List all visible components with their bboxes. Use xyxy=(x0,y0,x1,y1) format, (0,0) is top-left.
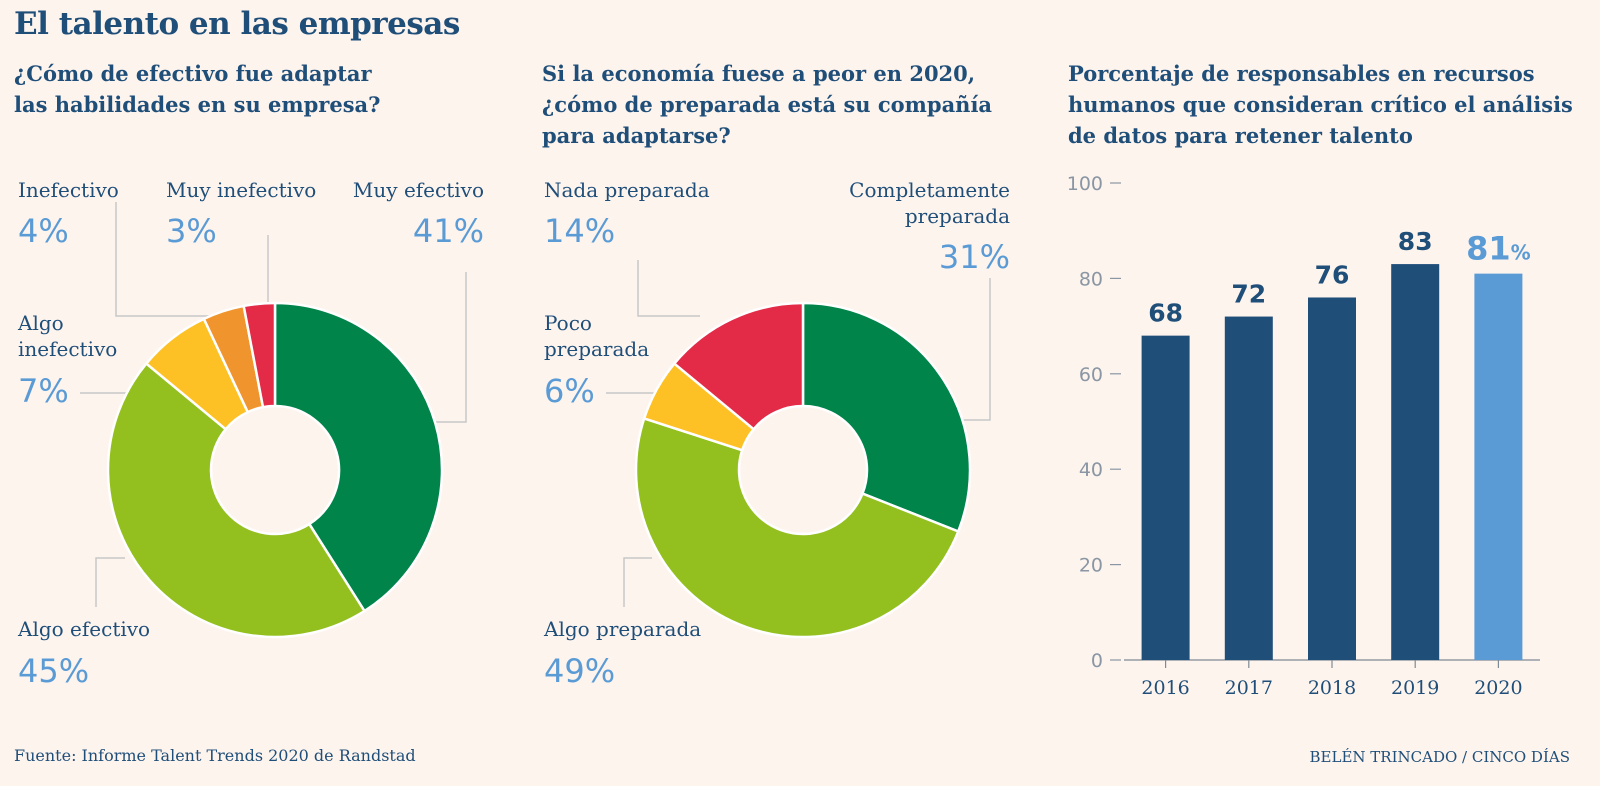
y-tick-label: 40 xyxy=(1079,459,1103,481)
bar-2016 xyxy=(1141,335,1190,660)
chart2-title-line: ¿cómo de preparada está su compañía xyxy=(542,92,993,117)
chart1-title-line: ¿Cómo de efectivo fue adaptar xyxy=(14,61,372,86)
chart1-title: ¿Cómo de efectivo fue adaptar las habili… xyxy=(14,58,380,120)
slice-muy-inefectivo xyxy=(242,301,277,409)
label-line: Algo xyxy=(18,311,64,335)
leader-completamente-preparada xyxy=(960,278,991,421)
donut-chart-1 xyxy=(106,301,444,639)
x-tick-label: 2016 xyxy=(1141,677,1189,699)
bar-value-label: 81% xyxy=(1466,230,1531,268)
leader-nada-preparada xyxy=(637,260,700,317)
pct-muy-inefectivo: 3% xyxy=(166,212,217,250)
bar-value-suffix: % xyxy=(1511,241,1531,265)
bar-value-label: 76 xyxy=(1315,260,1350,289)
pct-algo-inefectivo: 7% xyxy=(18,372,69,410)
label-algo-efectivo: Algo efectivo xyxy=(18,617,151,641)
bar-2018 xyxy=(1308,297,1356,660)
bar-value-label: 83 xyxy=(1398,227,1433,256)
label-nada-preparada: Nada preparada xyxy=(544,178,710,202)
chart3-title: Porcentaje de responsables en recursos h… xyxy=(1068,58,1573,151)
slice-algo-preparada xyxy=(634,416,960,639)
slice-completamente-preparada xyxy=(801,301,972,534)
leader-muy-efectivo xyxy=(432,272,467,423)
label-line: preparada xyxy=(544,337,650,361)
bar-chart: 0 20 40 60 80 100 2016 68 2017 72 2018 76 2019 83 2020… xyxy=(1067,173,1540,699)
slice-algo-efectivo xyxy=(106,361,367,639)
chart2-leader-lines xyxy=(606,260,991,607)
donut-chart-2 xyxy=(634,301,972,639)
x-tick-label: 2018 xyxy=(1308,677,1356,699)
leader-inefectivo xyxy=(115,202,220,317)
x-tick-label: 2020 xyxy=(1474,677,1522,699)
pct-muy-efectivo: 41% xyxy=(412,212,484,250)
y-tick-label: 60 xyxy=(1079,364,1103,386)
chart3-title-line: de datos para retener talento xyxy=(1068,123,1413,148)
pct-poco-preparada: 6% xyxy=(544,372,595,410)
slice-nada-preparada xyxy=(672,301,805,431)
label-completamente-preparada: Completamente preparada xyxy=(830,177,1010,229)
bar-2020 xyxy=(1474,273,1523,660)
label-algo-preparada: Algo preparada xyxy=(544,617,702,641)
x-tick-label: 2019 xyxy=(1391,677,1439,699)
label-poco-preparada: Poco preparada xyxy=(544,310,649,362)
page-title: El talento en las empresas xyxy=(14,6,460,42)
chart1-title-line: las habilidades en su empresa? xyxy=(14,92,381,117)
label-line: preparada xyxy=(904,204,1010,228)
chart3-title-line: Porcentaje de responsables en recursos xyxy=(1068,61,1535,86)
bar-2019 xyxy=(1391,264,1440,660)
pct-inefectivo: 4% xyxy=(18,212,69,250)
label-inefectivo: Inefectivo xyxy=(18,178,119,202)
label-muy-efectivo: Muy efectivo xyxy=(352,178,484,202)
chart2-title-line: para adaptarse? xyxy=(542,123,731,148)
y-tick-label: 20 xyxy=(1079,555,1103,577)
leader-algo-preparada xyxy=(623,557,652,607)
pct-completamente-preparada: 31% xyxy=(938,238,1010,276)
bar-value-label: 68 xyxy=(1148,299,1183,328)
label-line: Poco xyxy=(544,311,592,335)
label-muy-inefectivo: Muy inefectivo xyxy=(166,178,317,202)
y-tick-label: 80 xyxy=(1079,268,1103,290)
chart3-title-line: humanos que consideran crítico el anális… xyxy=(1068,92,1573,117)
bar-2017 xyxy=(1224,316,1273,660)
source-note: Fuente: Informe Talent Trends 2020 de Ra… xyxy=(14,746,416,765)
label-line: inefectivo xyxy=(18,337,118,361)
x-tick-label: 2017 xyxy=(1225,677,1273,699)
pct-algo-preparada: 49% xyxy=(544,652,616,690)
pct-algo-efectivo: 45% xyxy=(18,652,90,690)
label-line: Completamente xyxy=(849,178,1010,202)
label-algo-inefectivo: Algo inefectivo xyxy=(18,310,117,362)
y-tick-label: 0 xyxy=(1091,650,1103,672)
bar-value-label: 72 xyxy=(1231,280,1266,309)
y-tick-label: 100 xyxy=(1067,173,1103,195)
chart2-title-line: Si la economía fuese a peor en 2020, xyxy=(542,61,976,86)
leader-algo-efectivo xyxy=(95,557,125,607)
pct-nada-preparada: 14% xyxy=(544,212,616,250)
credit-note: BELÉN TRINCADO / CINCO DÍAS xyxy=(1309,748,1570,766)
chart1-leader-lines xyxy=(80,202,467,607)
chart2-title: Si la economía fuese a peor en 2020, ¿có… xyxy=(542,58,992,151)
